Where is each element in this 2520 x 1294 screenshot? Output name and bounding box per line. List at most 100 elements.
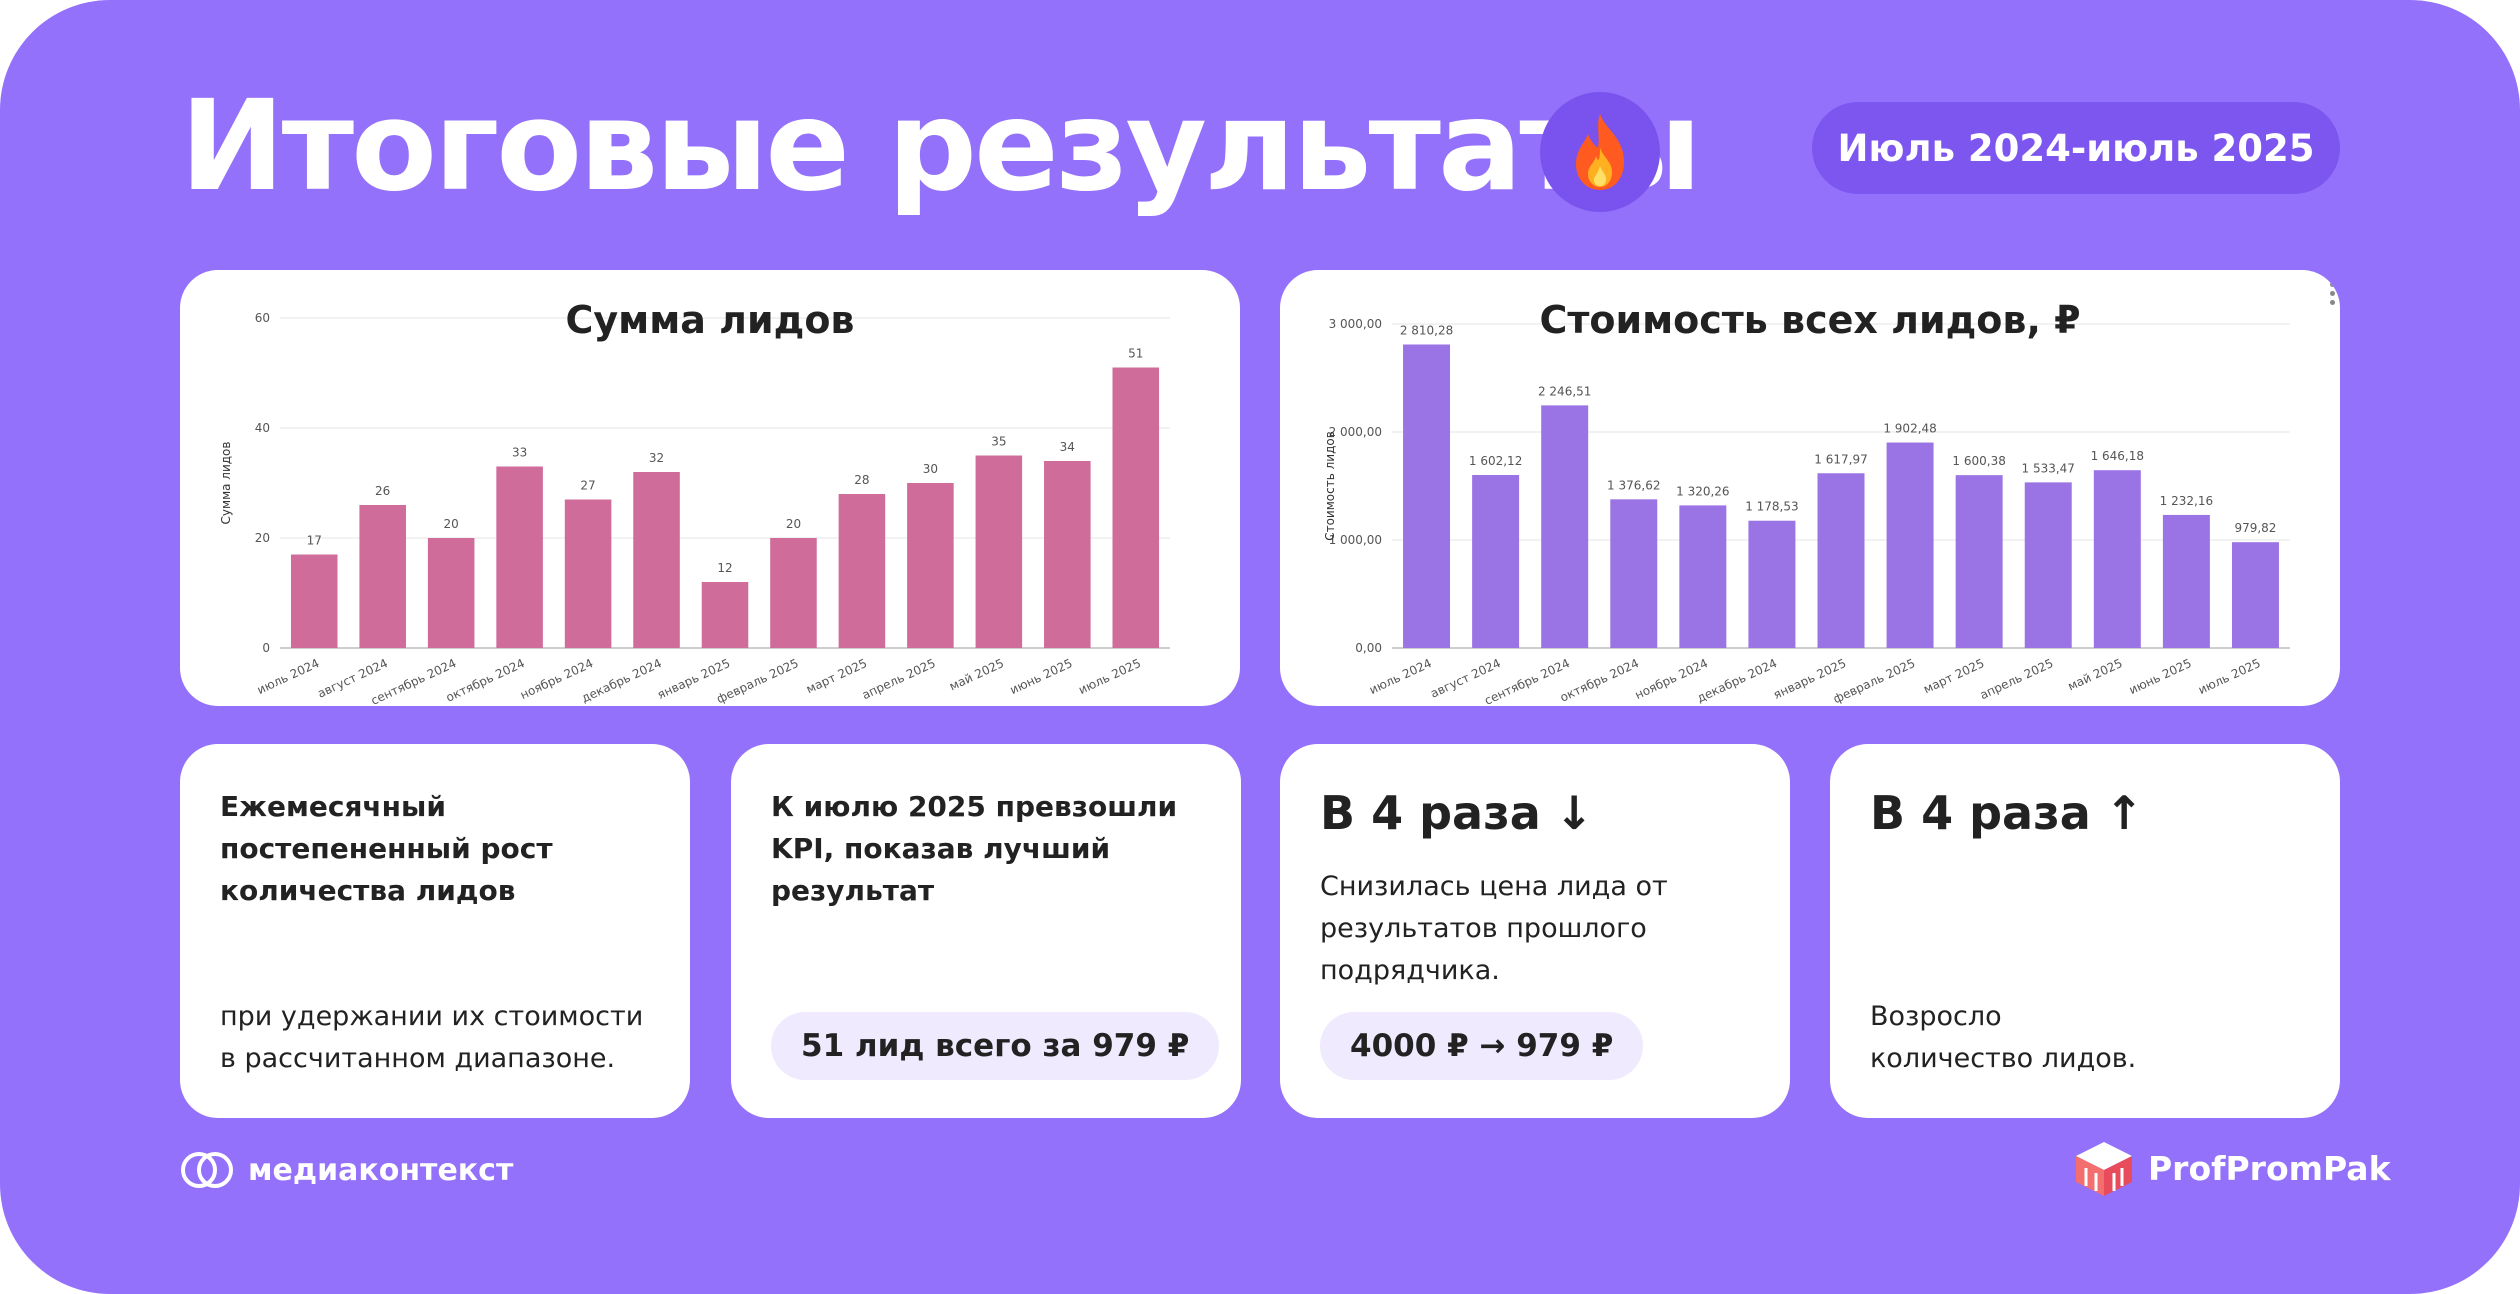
bar bbox=[427, 538, 475, 648]
x-tick-label: июль 2025 bbox=[1076, 656, 1143, 697]
data-label: 32 bbox=[649, 451, 664, 465]
fire-icon bbox=[1540, 92, 1660, 212]
x-tick-label: июль 2024 bbox=[1367, 656, 1434, 697]
data-label: 33 bbox=[512, 446, 527, 460]
price-drop-text: Снизилась цена лида от результатов прошл… bbox=[1320, 871, 1668, 986]
growth-text: при удержании их стоимости в рассчитанно… bbox=[220, 1001, 644, 1074]
price-drop-heading: В 4 раза ↓ bbox=[1320, 786, 1593, 840]
data-label: 1 617,97 bbox=[1814, 452, 1867, 466]
profprompak-logo-text: ProfPromPak bbox=[2148, 1148, 2391, 1188]
bar bbox=[1112, 367, 1160, 648]
y-tick-label: 20 bbox=[255, 531, 270, 545]
info-card-kpi: К июлю 2025 превзошли KPI, показав лучши… bbox=[731, 744, 1241, 1118]
y-tick-label: 2 000,00 bbox=[1329, 425, 1382, 439]
data-label: 51 bbox=[1128, 347, 1143, 361]
data-label: 1 232,16 bbox=[2160, 494, 2213, 508]
y-axis-label: Стоимость лидов bbox=[1323, 431, 1337, 541]
bar bbox=[359, 505, 406, 648]
page-title: Итоговые результаты bbox=[180, 74, 1702, 219]
x-tick-label: май 2025 bbox=[2066, 656, 2125, 693]
profprompak-logo: ProfPromPak bbox=[2072, 1138, 2391, 1198]
x-tick-label: март 2025 bbox=[1921, 656, 1986, 696]
data-label: 1 178,53 bbox=[1745, 500, 1798, 514]
data-label: 20 bbox=[786, 517, 801, 531]
bar bbox=[496, 466, 543, 648]
data-label: 35 bbox=[991, 435, 1006, 449]
bar bbox=[2231, 542, 2279, 648]
data-label: 27 bbox=[580, 479, 595, 493]
growth-title: Ежемесячный постепененный рост количеств… bbox=[220, 790, 553, 907]
x-tick-label: октябрь 2024 bbox=[444, 656, 527, 705]
leads-growth-heading: В 4 раза ↑ bbox=[1870, 786, 2143, 840]
info-card-price-drop: В 4 раза ↓ Снизилась цена лида от резуль… bbox=[1280, 744, 1790, 1118]
bar bbox=[1886, 442, 1934, 648]
data-label: 2 810,28 bbox=[1400, 323, 1453, 337]
data-label: 12 bbox=[717, 561, 732, 575]
leads-chart-card: 0 20 40 60 Сумма лидов 17 июль 2024 26 август 20… bbox=[180, 270, 1240, 706]
data-label: 1 320,26 bbox=[1676, 484, 1729, 498]
data-label: 28 bbox=[854, 473, 869, 487]
data-label: 1 533,47 bbox=[2022, 461, 2075, 475]
bar bbox=[564, 499, 612, 648]
data-label: 20 bbox=[444, 517, 459, 531]
price-drop-heading-text: В 4 раза bbox=[1320, 786, 1541, 840]
mediacontext-logo-text: медиаконтекст bbox=[248, 1152, 514, 1188]
data-label: 1 902,48 bbox=[1883, 422, 1936, 436]
y-tick-label: 1 000,00 bbox=[1329, 533, 1382, 547]
more-menu-icon[interactable] bbox=[2330, 282, 2336, 309]
bar bbox=[633, 472, 680, 648]
price-drop-pill: 4000 ₽ → 979 ₽ bbox=[1320, 1012, 1644, 1080]
bar bbox=[1044, 461, 1091, 648]
cost-bar-chart: 0,00 1 000,00 2 000,00 3 000,00 Стоимость ли… bbox=[1323, 317, 2290, 706]
data-label: 979,82 bbox=[2234, 521, 2276, 535]
y-tick-label: 40 bbox=[255, 421, 270, 435]
kpi-title: К июлю 2025 превзошли KPI, показав лучши… bbox=[771, 790, 1178, 907]
arrow-up-icon: ↑ bbox=[2104, 786, 2144, 840]
bar bbox=[770, 538, 817, 648]
x-tick-label: июль 2025 bbox=[2196, 656, 2263, 697]
data-label: 1 646,18 bbox=[2091, 449, 2144, 463]
leads-growth-heading-text: В 4 раза bbox=[1870, 786, 2091, 840]
data-label: 17 bbox=[307, 534, 322, 548]
bar bbox=[1748, 520, 1796, 648]
bar bbox=[1541, 405, 1589, 648]
data-label: 30 bbox=[923, 462, 938, 476]
x-tick-label: июнь 2025 bbox=[1008, 656, 1075, 697]
x-tick-label: май 2025 bbox=[947, 656, 1006, 693]
y-tick-label: 60 bbox=[255, 311, 270, 325]
arrow-down-icon: ↓ bbox=[1554, 786, 1594, 840]
y-tick-label: 3 000,00 bbox=[1329, 317, 1382, 331]
bar bbox=[1610, 499, 1658, 648]
leads-chart-title: Сумма лидов bbox=[565, 298, 855, 342]
data-label: 1 602,12 bbox=[1469, 454, 1522, 468]
x-tick-label: июль 2024 bbox=[255, 656, 322, 697]
x-tick-label: октябрь 2024 bbox=[1558, 656, 1641, 705]
data-label: 1 376,62 bbox=[1607, 478, 1660, 492]
bar bbox=[701, 582, 749, 648]
bar bbox=[1817, 473, 1865, 648]
data-label: 1 600,38 bbox=[1952, 454, 2005, 468]
bar bbox=[1403, 344, 1451, 648]
profprompak-logo-icon bbox=[2076, 1142, 2132, 1196]
x-tick-label: июнь 2025 bbox=[2127, 656, 2194, 697]
y-tick-label: 0 bbox=[262, 641, 270, 655]
info-card-growth: Ежемесячный постепененный рост количеств… bbox=[180, 744, 690, 1118]
bar bbox=[1955, 475, 2003, 648]
bar bbox=[290, 554, 338, 648]
bar bbox=[1472, 474, 1520, 648]
bar bbox=[2162, 514, 2210, 648]
mediacontext-logo: медиаконтекст bbox=[180, 1150, 513, 1190]
bar bbox=[2024, 482, 2072, 648]
bar bbox=[2093, 470, 2141, 648]
kpi-pill: 51 лид всего за 979 ₽ bbox=[771, 1012, 1220, 1080]
x-tick-label: апрель 2025 bbox=[860, 656, 938, 702]
cost-chart-title: Стоимость всех лидов, ₽ bbox=[1539, 298, 2081, 342]
leads-growth-text: Возросло количество лидов. bbox=[1870, 1001, 2137, 1074]
info-card-leads-growth: В 4 раза ↑ Возросло количество лидов. bbox=[1830, 744, 2340, 1118]
y-axis-label: Сумма лидов bbox=[219, 442, 233, 525]
data-label: 2 246,51 bbox=[1538, 384, 1591, 398]
y-tick-label: 0,00 bbox=[1355, 641, 1382, 655]
data-label: 26 bbox=[375, 484, 390, 498]
